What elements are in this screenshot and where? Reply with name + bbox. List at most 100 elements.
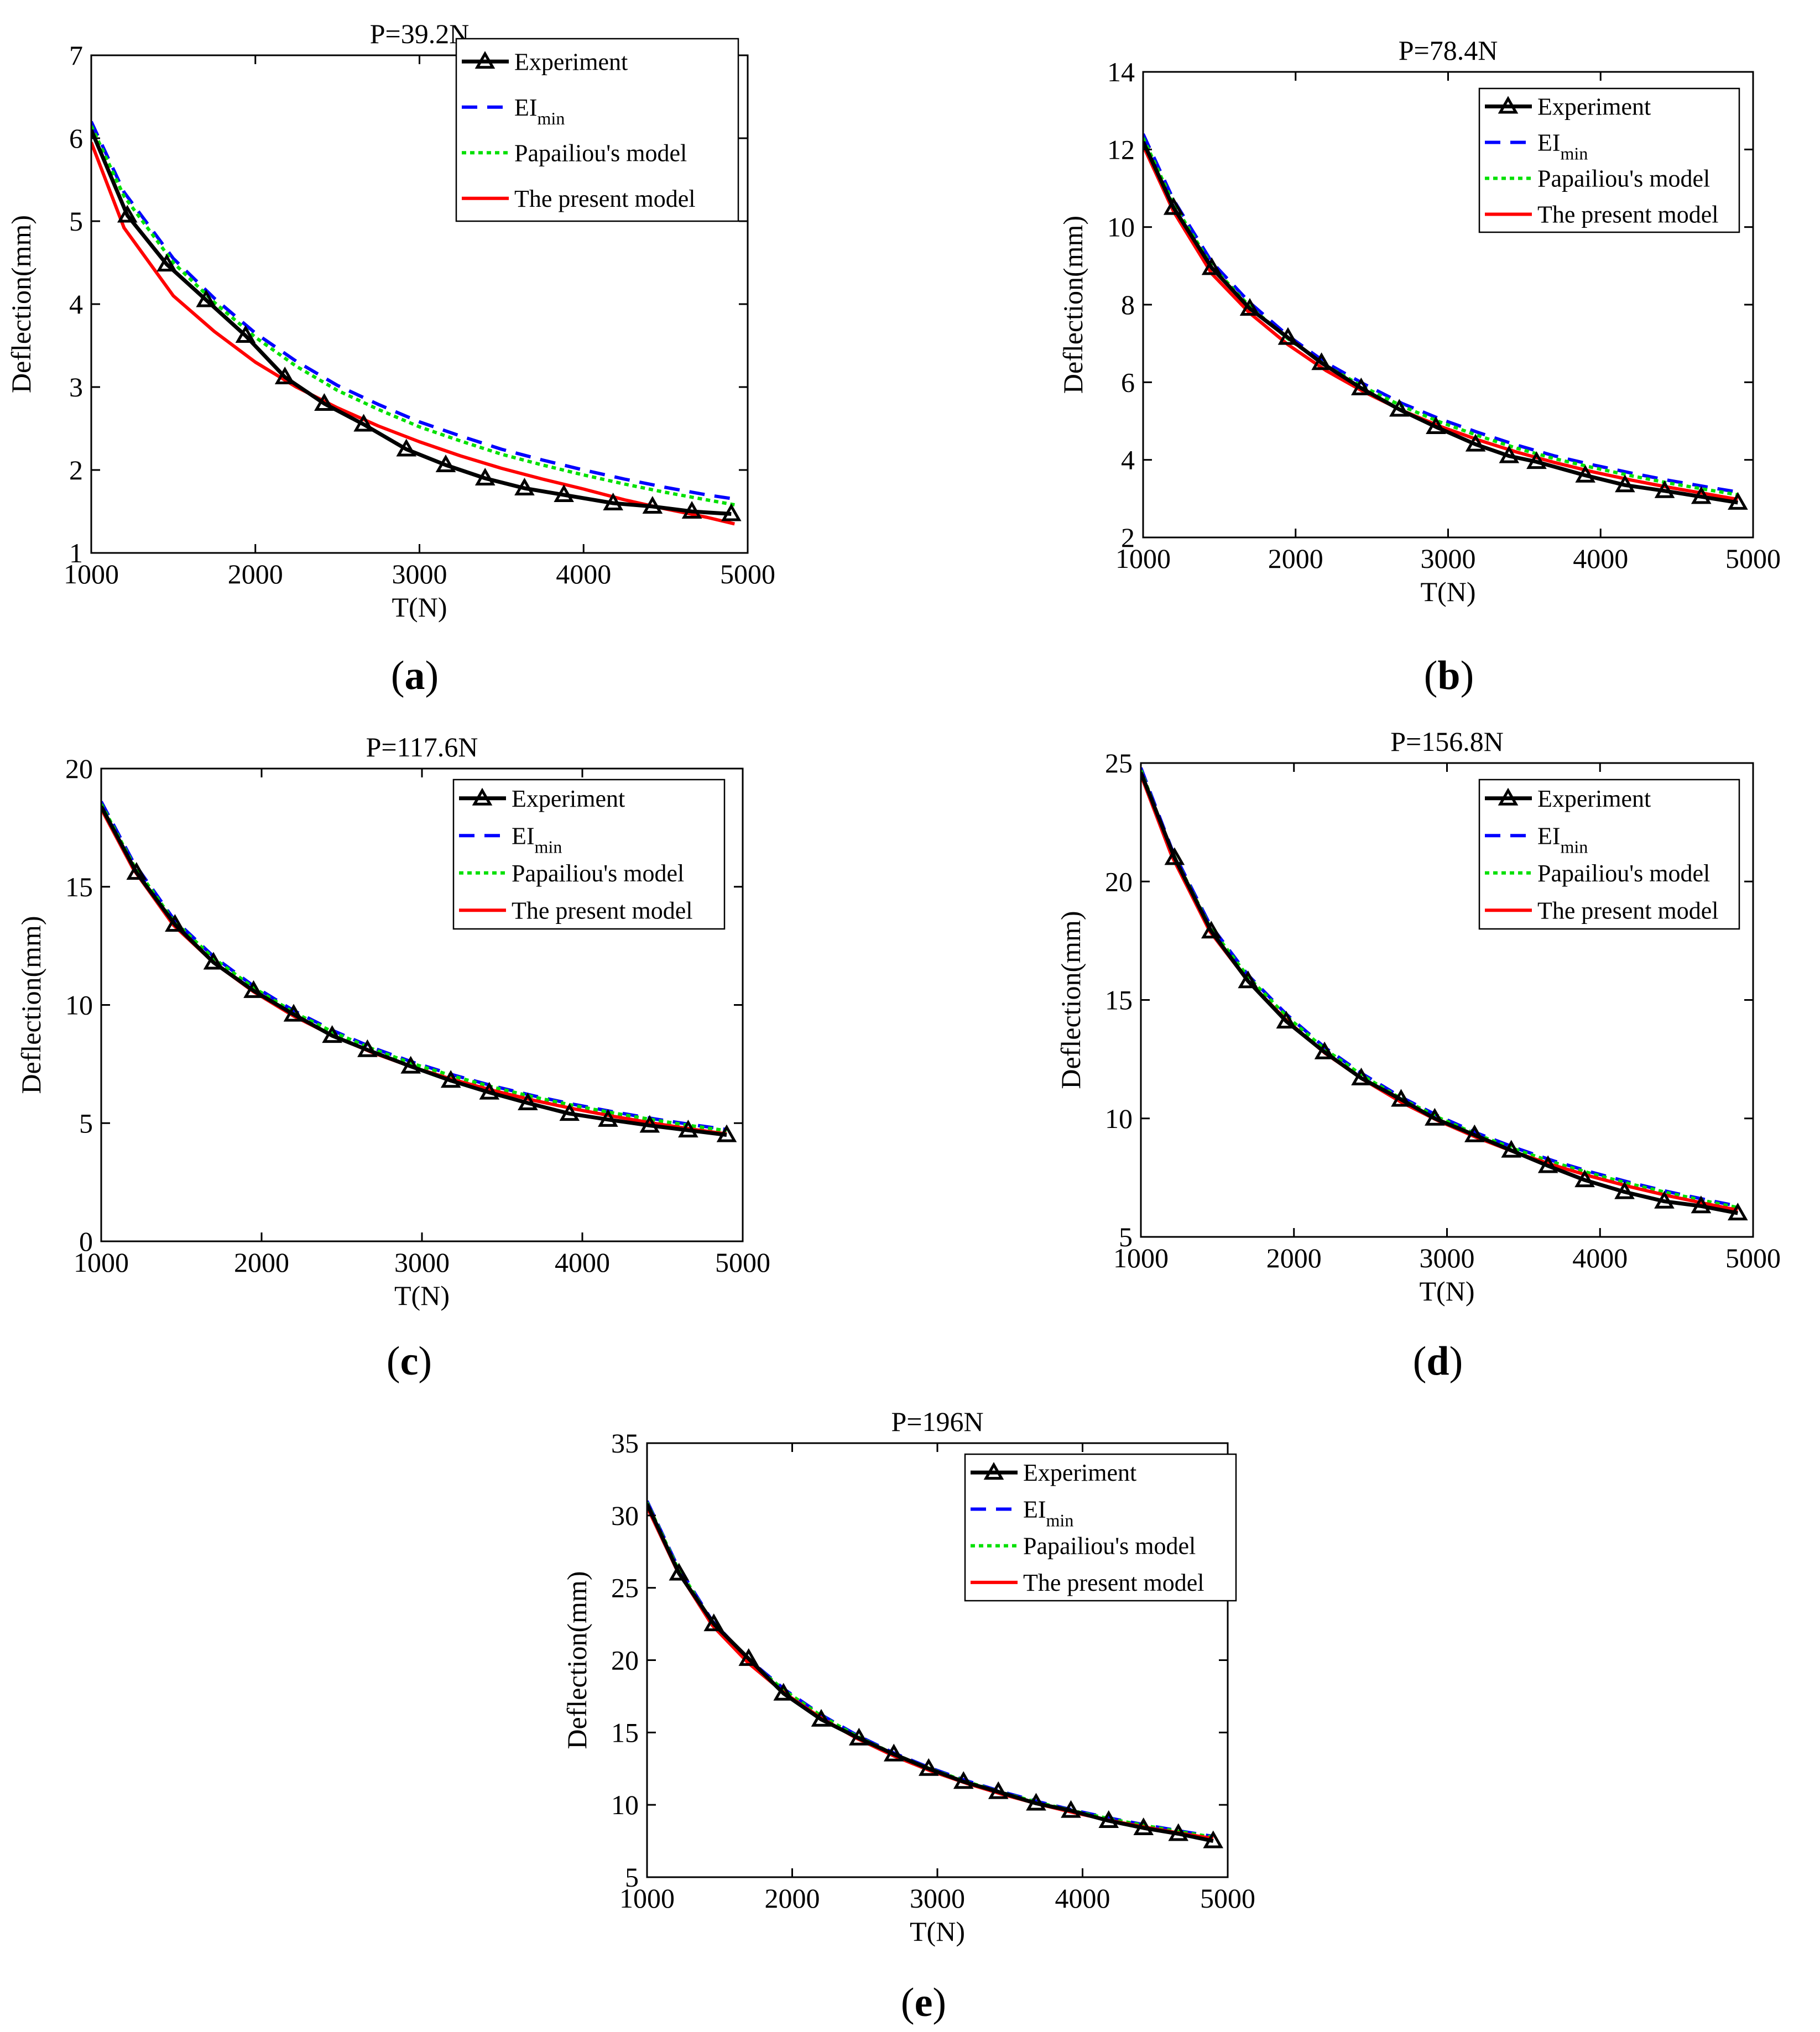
experiment-marker — [1164, 847, 1185, 865]
legend: Experiment EImin Papailiou's model The pres… — [1478, 779, 1740, 930]
legend-marker — [472, 787, 493, 806]
x-axis-label: T(N) — [910, 1916, 965, 1947]
legend-label: The present model — [1537, 201, 1718, 228]
y-tick-label: 10 — [1105, 1103, 1133, 1134]
legend-label: The present model — [514, 185, 695, 212]
experiment-marker — [559, 1103, 580, 1121]
y-axis-label: Deflection(mm) — [15, 916, 46, 1094]
legend-label: EImin — [1537, 129, 1588, 164]
x-tick-label: 2000 — [228, 558, 283, 589]
y-tick-label: 8 — [1121, 289, 1135, 320]
experiment-marker — [243, 980, 264, 998]
y-tick-label: 0 — [79, 1226, 93, 1257]
panel-a: P=39.2N 1000 2000 3000 4000 5000 1 2 3 4 5 6 7 T(N) De… — [0, 0, 910, 708]
experiment-marker — [518, 1092, 538, 1110]
x-tick-label: 3000 — [910, 1883, 965, 1914]
legend-marker — [1498, 787, 1519, 806]
experiment-marker — [1026, 1793, 1046, 1811]
experiment-marker — [474, 467, 496, 485]
experiment-marker — [1526, 451, 1547, 469]
legend-label: Experiment — [1023, 1459, 1136, 1486]
experiment-marker — [1501, 1140, 1522, 1158]
y-tick-label: 6 — [1121, 367, 1135, 398]
experiment-marker — [554, 484, 574, 502]
experiment-marker — [1465, 433, 1486, 452]
experiment-marker — [703, 1613, 724, 1632]
x-tick-label: 4000 — [1572, 1242, 1628, 1273]
legend-label: The present model — [512, 897, 692, 924]
chart-c: P=117.6N 1000 2000 3000 4000 5000 0 5 10 15 20 T(N)… — [15, 732, 770, 1311]
y-axis-label: Deflection(mm) — [1057, 216, 1088, 394]
x-axis-label: T(N) — [392, 592, 447, 623]
legend-label: The present model — [1023, 1569, 1204, 1596]
y-axis-label: Deflection(mm) — [561, 1571, 592, 1749]
chart-title: P=156.8N — [1390, 726, 1504, 757]
experiment-marker — [1389, 399, 1410, 417]
chart-d: P=156.8N 1000 2000 3000 4000 5000 5 10 15 20 25 T(N… — [1055, 726, 1781, 1307]
experiment-marker — [1351, 377, 1371, 395]
caption-b: (b) — [1423, 653, 1474, 698]
experiment-marker — [848, 1727, 869, 1746]
legend-marker — [983, 1462, 1004, 1480]
experiment-marker — [603, 492, 623, 510]
experiment-marker — [1163, 197, 1184, 215]
series-line-experiment — [101, 805, 727, 1137]
chart-e: P=196N 1000 2000 3000 4000 5000 5 10 15 20 25 30 35 T… — [561, 1406, 1255, 1947]
experiment-marker — [1201, 257, 1222, 275]
experiment-marker — [1201, 921, 1222, 939]
experiment-marker — [1654, 480, 1675, 498]
x-tick-label: 2000 — [765, 1883, 820, 1914]
x-axis-label: T(N) — [1421, 576, 1476, 607]
experiment-marker — [1464, 1124, 1485, 1142]
experiment-marker — [322, 1025, 342, 1043]
experiment-marker — [1575, 464, 1595, 483]
y-tick-label: 5 — [79, 1108, 93, 1138]
experiment-marker — [1728, 1203, 1748, 1221]
experiment-marker — [1133, 1817, 1154, 1836]
y-tick-label: 14 — [1107, 56, 1135, 87]
legend: Experiment EImin Papailiou's model The pres… — [964, 1453, 1237, 1602]
panel-e: P=196N 1000 2000 3000 4000 5000 5 10 15 20 25 30 35 T… — [498, 1388, 1327, 2032]
legend-label: Papailiou's model — [1537, 860, 1710, 887]
legend-label: EImin — [512, 822, 562, 856]
experiment-marker — [669, 1563, 690, 1581]
legend: Experiment EImin Papailiou's model The pres… — [452, 779, 726, 930]
legend-label: Papailiou's model — [512, 860, 684, 887]
y-axis-label: Deflection(mm) — [6, 215, 36, 393]
experiment-marker — [738, 1648, 759, 1666]
series-line-ei-min — [91, 121, 735, 501]
experiment-marker — [988, 1781, 1009, 1799]
experiment-marker — [157, 253, 177, 271]
experiment-marker — [721, 503, 742, 521]
y-tick-label: 15 — [1105, 985, 1133, 1016]
experiment-marker — [1537, 1155, 1558, 1173]
caption-c: (c) — [386, 1339, 432, 1384]
x-tick-label: 5000 — [1200, 1883, 1255, 1914]
experiment-marker — [479, 1082, 500, 1100]
x-tick-label: 3000 — [392, 558, 447, 589]
y-tick-label: 25 — [1105, 748, 1133, 779]
experiment-marker — [1098, 1810, 1119, 1828]
x-tick-label: 1000 — [64, 558, 119, 589]
y-tick-label: 10 — [611, 1789, 639, 1820]
experiment-marker — [117, 205, 138, 223]
experiment-marker — [1691, 486, 1712, 504]
x-tick-label: 4000 — [555, 1247, 610, 1278]
x-tick-label: 3000 — [1420, 1242, 1475, 1273]
experiment-marker — [283, 1004, 304, 1022]
chart-b: P=78.4N 1000 2000 3000 4000 5000 2 4 6 8 10 12 14 T(N… — [1057, 35, 1781, 607]
legend-label: The present model — [1537, 897, 1718, 924]
legend-label: Experiment — [514, 48, 628, 75]
legend-label: Experiment — [1537, 785, 1651, 812]
y-tick-label: 10 — [1107, 212, 1135, 243]
experiment-marker — [314, 393, 335, 411]
series-line-ei-min — [1143, 133, 1738, 494]
legend-marker — [474, 51, 496, 69]
legend-label: EImin — [514, 94, 565, 128]
experiment-marker — [642, 495, 663, 514]
legend-label: EImin — [1023, 1496, 1073, 1530]
x-axis-label: T(N) — [1420, 1276, 1475, 1307]
chart-a: P=39.2N 1000 2000 3000 4000 5000 1 2 3 4 5 6 7 T(N) De… — [6, 18, 775, 623]
experiment-marker — [165, 914, 185, 932]
series-line-the-present-model — [91, 142, 735, 526]
